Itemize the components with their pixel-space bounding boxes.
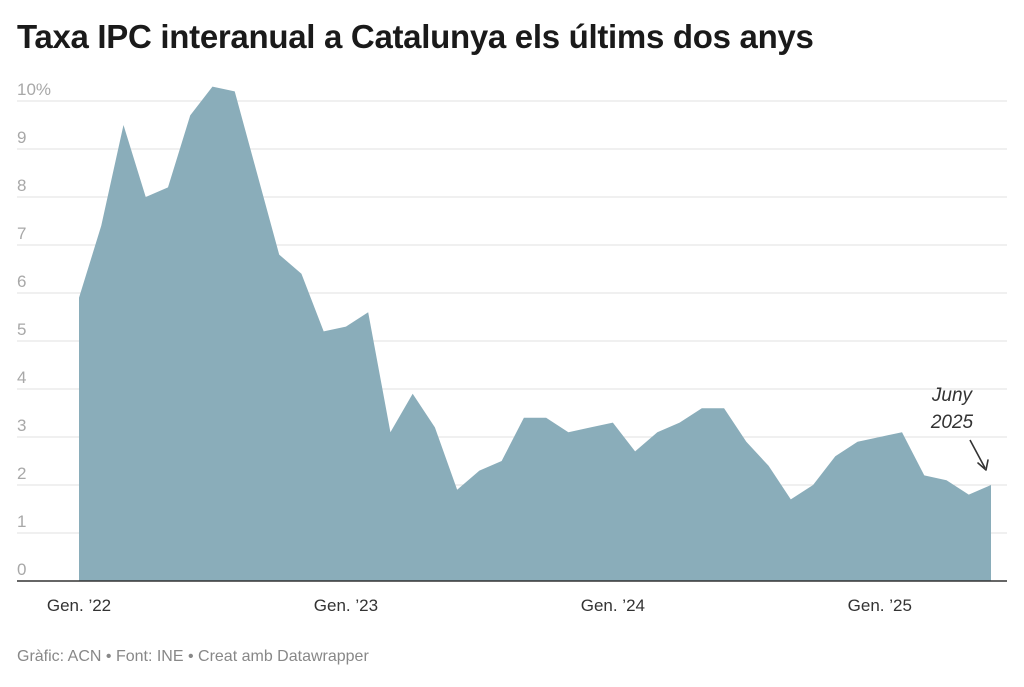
annotation-arrow-head (977, 459, 989, 471)
y-tick-label-9: 9 (17, 128, 26, 147)
y-tick-label-7: 7 (17, 224, 26, 243)
chart-title: Taxa IPC interanual a Catalunya els últi… (17, 18, 814, 55)
y-tick-label-0: 0 (17, 560, 26, 579)
x-tick-label-2023-01: Gen. ’23 (314, 596, 378, 615)
x-tick-label-2022-01: Gen. ’22 (47, 596, 111, 615)
y-tick-label-1: 1 (17, 512, 26, 531)
y-tick-label-8: 8 (17, 176, 26, 195)
y-tick-label-10: 10% (17, 80, 51, 99)
y-axis-ticks: 0 1 2 3 4 5 6 7 8 9 10% (17, 80, 51, 579)
y-tick-label-4: 4 (17, 368, 26, 387)
annotation-arrow-line (969, 439, 986, 469)
series-area (79, 86, 991, 581)
y-tick-label-6: 6 (17, 272, 26, 291)
y-tick-label-2: 2 (17, 464, 26, 483)
chart-footer: Gràfic: ACN • Font: INE • Creat amb Data… (17, 648, 369, 665)
annotation-line-2: 2025 (930, 412, 974, 433)
x-tick-label-2024-01: Gen. ’24 (581, 596, 645, 615)
y-tick-label-3: 3 (17, 416, 26, 435)
annotation: Juny 2025 (930, 385, 989, 471)
x-axis-ticks: Gen. ’22 Gen. ’23 Gen. ’24 Gen. ’25 (47, 596, 912, 615)
annotation-line-1: Juny (931, 385, 974, 406)
x-tick-label-2025-01: Gen. ’25 (848, 596, 912, 615)
y-tick-label-5: 5 (17, 320, 26, 339)
